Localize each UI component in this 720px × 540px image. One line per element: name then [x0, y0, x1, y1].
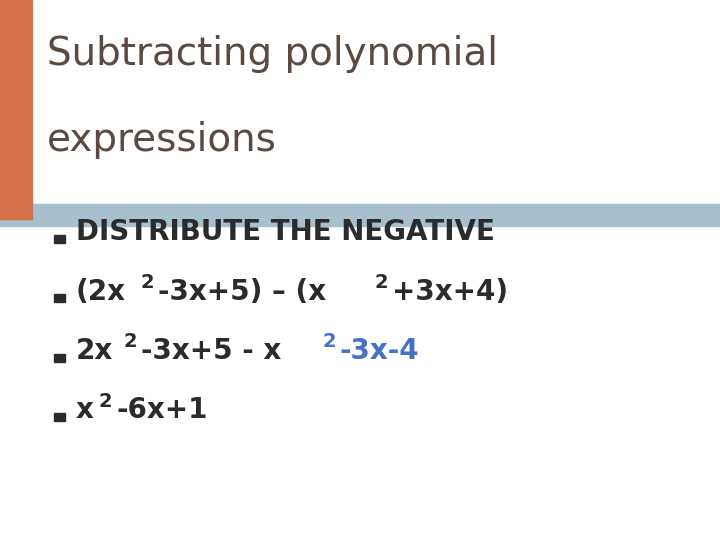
Text: 2: 2 — [140, 273, 154, 292]
Bar — [0, 204, 720, 226]
Text: -3x-4: -3x-4 — [340, 337, 420, 365]
Text: (2x: (2x — [76, 278, 125, 306]
Bar — [54, 235, 65, 243]
Text: DISTRIBUTE THE NEGATIVE: DISTRIBUTE THE NEGATIVE — [76, 218, 495, 246]
Text: 2: 2 — [374, 273, 388, 292]
Bar — [54, 294, 65, 302]
Bar — [0, 0, 32, 219]
Text: 2: 2 — [99, 392, 112, 410]
Bar — [54, 413, 65, 421]
Text: +3x+4): +3x+4) — [392, 278, 508, 306]
Text: 2: 2 — [323, 332, 336, 351]
Text: 2x: 2x — [76, 337, 113, 365]
Text: x: x — [76, 396, 94, 424]
Text: -3x+5 - x: -3x+5 - x — [141, 337, 282, 365]
Bar — [54, 354, 65, 362]
Text: -3x+5) – (x: -3x+5) – (x — [158, 278, 326, 306]
Text: expressions: expressions — [47, 121, 276, 159]
Text: Subtracting polynomial: Subtracting polynomial — [47, 35, 498, 73]
Text: -6x+1: -6x+1 — [116, 396, 207, 424]
Text: 2: 2 — [124, 332, 138, 351]
